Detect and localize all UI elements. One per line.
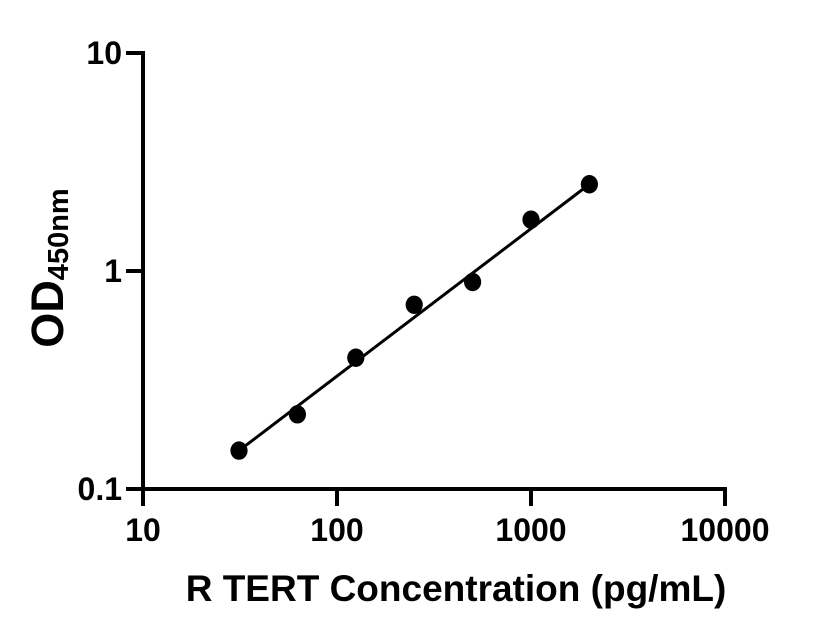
- y-tick-label: 0.1: [78, 471, 122, 507]
- data-point: [288, 405, 307, 424]
- x-tick-label: 10000: [681, 512, 770, 548]
- y-axis-label-sub: 450nm: [43, 188, 75, 280]
- data-point: [230, 441, 248, 460]
- y-tick-label: 1: [104, 253, 122, 289]
- x-tick-label: 100: [310, 512, 363, 548]
- y-axis-label: OD450nm: [22, 188, 75, 347]
- y-tick-label: 10: [86, 35, 122, 71]
- plot-area: 10 100 1000 10000 10 1 0.1: [78, 35, 770, 548]
- data-point: [580, 175, 598, 194]
- x-axis-label: R TERT Concentration (pg/mL): [186, 568, 727, 609]
- x-tick-label: 1000: [495, 512, 566, 548]
- y-axis-label-main: OD: [22, 280, 73, 348]
- axis-spines: [141, 51, 727, 491]
- data-point: [464, 272, 482, 292]
- data-point: [522, 210, 540, 229]
- x-tick-label: 10: [125, 512, 161, 548]
- data-point: [347, 348, 365, 367]
- data-point: [405, 295, 423, 314]
